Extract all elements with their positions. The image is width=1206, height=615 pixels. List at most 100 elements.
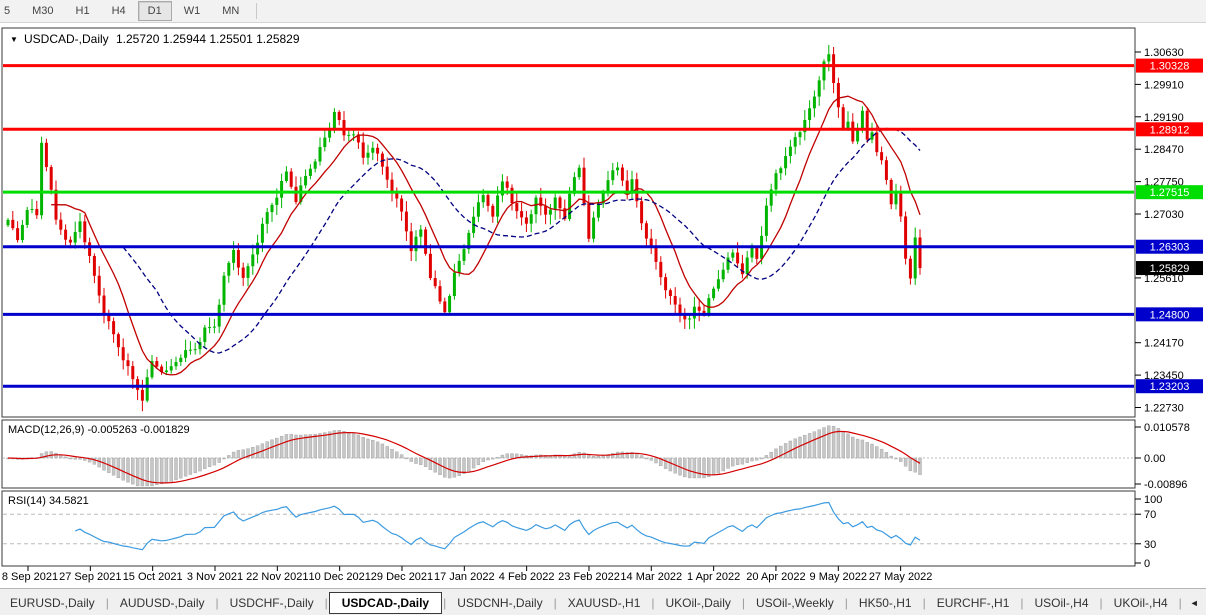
chart-tab-ukoil[interactable]: UKOil-,Daily [665,595,731,610]
chart-tab-usdcnh[interactable]: USDCNH-,Daily [457,595,543,610]
chart-tab-usdcad[interactable]: USDCAD-,Daily [328,591,443,614]
chart-tab-usoil[interactable]: USOil-,H4 [1034,595,1089,610]
price-tick-label: 1.22730 [1144,403,1184,415]
symbol-tab-bar: EURUSD-,Daily | AUDUSD-,Daily | USDCHF-,Dail… [0,588,1206,615]
timeframe-button-m30[interactable]: M30 [32,5,54,17]
date-label: 15 Oct 2021 [123,571,183,583]
price-axis: 1.306301.299101.291901.284701.277501.270… [1135,47,1203,415]
date-label: 8 Sep 2021 [2,571,58,583]
date-label: 22 Nov 2021 [246,571,308,583]
tab-separator: | [651,595,655,610]
timeframe-button-d1[interactable]: D1 [137,1,172,21]
timeframe-button-h4[interactable]: H4 [111,5,126,17]
price-badge-label: 1.27515 [1150,187,1190,199]
tab-separator: | [324,595,328,610]
price-badge-1.23203 [1136,379,1203,394]
main-chart-panel [1,27,1136,418]
chart-tab-audusd[interactable]: AUDUSD-,Daily [119,595,205,610]
price-badge-1.28912 [1136,122,1203,137]
ma-fast-line [51,95,921,376]
chart-tab-hk50[interactable]: HK50-,H1 [858,595,912,610]
macd-signal-line [7,430,921,484]
timeframe-button-mn[interactable]: MN [222,5,240,17]
rsi-line [74,501,921,551]
date-label: 9 May 2022 [810,571,867,583]
tab-separator: | [741,595,745,610]
date-label: 1 Apr 2022 [687,571,740,583]
timeframe-button-h1[interactable]: H1 [75,5,90,17]
price-badge-1.30328 [1136,58,1203,73]
price-badge-1.27515 [1136,185,1203,200]
tab-separator: | [1020,595,1024,610]
tab-separator: | [1178,595,1182,610]
macd-tick-label: -0.00896 [1144,479,1187,491]
chart-area: 1.306301.299101.291901.284701.277501.270… [1,27,1203,583]
rsi-tick-label: 70 [1144,509,1156,521]
rsi-tick-label: 0 [1144,558,1150,570]
chart-title-symbol: USDCAD-,Daily [24,32,109,46]
chart-tab-usdchf[interactable]: USDCHF-,Daily [229,595,314,610]
price-badge-label: 1.30328 [1150,61,1190,73]
price-badge-1.25829 [1136,261,1203,276]
price-tick-label: 1.23450 [1144,370,1184,382]
date-label: 17 Jan 2022 [434,571,495,583]
timeframe-button-w1[interactable]: W1 [183,5,201,17]
rsi-panel [1,490,1136,567]
chart-tab-ukoil[interactable]: UKOil-,H4 [1113,595,1168,610]
chart-tab-eurusd[interactable]: EURUSD-,Daily [10,595,95,610]
macd-tick-label: 0.00 [1144,453,1165,465]
symbol-dropdown-icon[interactable]: ▼ [10,35,18,44]
price-badge-label: 1.26303 [1150,242,1190,254]
price-badge-label: 1.24800 [1150,309,1190,321]
horizontal-level-lines [3,64,1134,388]
chart-tab-eurchf[interactable]: EURCHF-,H1 [936,595,1010,610]
tab-separator: | [1099,595,1103,610]
price-tick-label: 1.29910 [1144,79,1184,91]
ma-slow-line [122,127,921,354]
date-axis[interactable]: 8 Sep 2021 27 Sep 2021 15 Oct 2021 3 Nov 20… [2,566,933,583]
macd-panel [1,419,1136,489]
date-label: 27 Sep 2021 [59,571,121,583]
date-label: 14 Mar 2022 [620,571,682,583]
date-label: 23 Feb 2022 [558,571,620,583]
rsi-tick-label: 30 [1144,539,1156,551]
tab-separator: | [215,595,219,610]
rsi-tick-label: 100 [1144,494,1162,506]
tab-separator: | [844,595,848,610]
date-label: 27 May 2022 [869,571,933,583]
date-label: 4 Feb 2022 [499,571,555,583]
rsi-label: RSI(14) 34.5821 [8,495,89,507]
chart-panels [1,27,1136,567]
timeframe-button-5[interactable]: 5 [4,5,11,17]
price-tick-label: 1.24170 [1144,338,1184,350]
tab-separator: | [105,595,109,610]
price-badge-1.24800 [1136,307,1203,322]
tab-separator: | [922,595,926,610]
price-tick-label: 1.25610 [1144,273,1184,285]
tab-scroll-left-button[interactable]: ◄ [1189,597,1199,608]
chart-tab-usoil[interactable]: USOil-,Weekly [755,595,834,610]
date-label: 3 Nov 2021 [187,571,243,583]
price-badge-label: 1.28912 [1150,124,1190,136]
macd-indicator: 0.010578 0.00 -0.00896 [3,422,1190,491]
toolbar-separator [256,3,258,19]
price-tick-label: 1.27030 [1144,209,1184,221]
chart-title-ohlc: 1.25720 1.25944 1.25501 1.25829 [116,32,300,46]
price-tick-label: 1.28470 [1144,144,1184,156]
price-badge-label: 1.25829 [1150,263,1190,275]
price-badge-1.26303 [1136,239,1203,254]
date-label: 29 Dec 2021 [371,571,433,583]
date-label: 20 Apr 2022 [746,571,805,583]
price-tick-label: 1.29190 [1144,112,1184,124]
price-tick-label: 1.30630 [1144,47,1184,59]
tab-separator: | [553,595,557,610]
chart-tab-xauusd[interactable]: XAUUSD-,H1 [567,595,641,610]
rsi-indicator: 100 70 30 0 [3,494,1162,570]
macd-label: MACD(12,26,9) -0.005263 -0.001829 [8,424,190,436]
macd-tick-label: 0.010578 [1144,422,1190,434]
date-label: 10 Dec 2021 [308,571,370,583]
tab-separator: | [443,595,447,610]
timeframe-toolbar: 5 M30 H1 H4 D1 W1 MN [0,0,1206,23]
price-badge-label: 1.23203 [1150,381,1190,393]
